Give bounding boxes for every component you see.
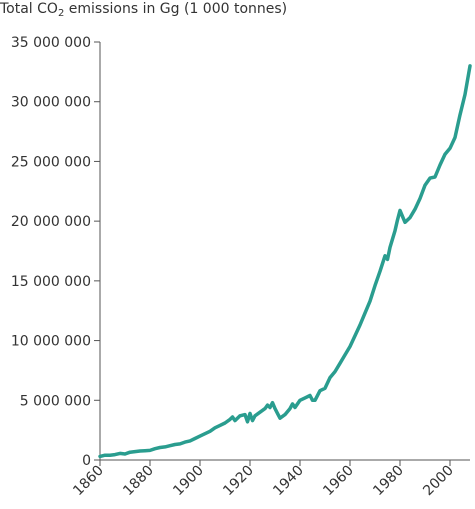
y-tick-label: 25 000 000 xyxy=(11,154,91,170)
x-tick-label: 1900 xyxy=(170,463,207,500)
title-suffix: emissions in Gg (1 000 tonnes) xyxy=(64,1,288,17)
y-tick-label: 5 000 000 xyxy=(20,393,91,409)
title-subscript: 2 xyxy=(57,8,65,19)
series-group xyxy=(98,64,472,459)
x-tick-label: 1940 xyxy=(270,463,307,500)
x-axis: 1860 1880 1900 1920 1940 1960 1980 2000 xyxy=(70,459,470,500)
y-tick-label: 20 000 000 xyxy=(11,214,91,230)
y-tick-label: 35 000 000 xyxy=(11,35,91,51)
x-tick-label: 1920 xyxy=(220,463,257,500)
x-tick-label: 1960 xyxy=(320,463,357,500)
series-line xyxy=(98,64,472,459)
y-tick-label: 0 xyxy=(82,453,91,469)
title-prefix: Total CO xyxy=(0,1,58,17)
y-axis: 0 5 000 000 10 000 000 15 000 000 20 000 000… xyxy=(11,35,101,469)
y-tick-label: 15 000 000 xyxy=(11,274,91,290)
x-tick-label: 2000 xyxy=(420,463,457,500)
x-tick-label: 1980 xyxy=(370,463,407,500)
y-tick-label: 10 000 000 xyxy=(11,334,91,350)
chart-title: Total CO2 emissions in Gg (1 000 tonnes) xyxy=(0,0,288,19)
y-tick-label: 30 000 000 xyxy=(11,95,91,111)
x-tick-label: 1880 xyxy=(120,463,157,500)
